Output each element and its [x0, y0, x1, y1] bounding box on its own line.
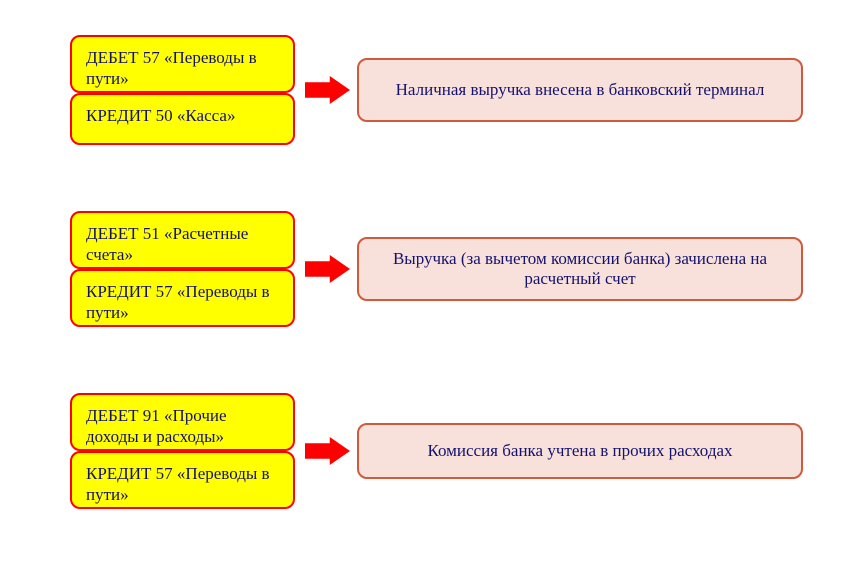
credit-box: КРЕДИТ 57 «Переводы в пути» [70, 451, 295, 509]
result-text: Выручка (за вычетом комиссии банка) зачи… [375, 249, 785, 289]
arrow-icon [305, 437, 350, 470]
credit-label: КРЕДИТ 50 «Касса» [86, 105, 235, 126]
debit-label: ДЕБЕТ 51 «Расчетные счета» [86, 223, 279, 266]
credit-label: КРЕДИТ 57 «Переводы в пути» [86, 463, 279, 506]
arrow-icon [305, 76, 350, 109]
debit-box: ДЕБЕТ 51 «Расчетные счета» [70, 211, 295, 269]
result-box: Наличная выручка внесена в банковский те… [357, 58, 803, 122]
arrow-icon [305, 255, 350, 288]
debit-label: ДЕБЕТ 91 «Прочие доходы и расходы» [86, 405, 279, 448]
result-text: Наличная выручка внесена в банковский те… [396, 80, 765, 100]
result-text: Комиссия банка учтена в прочих расходах [427, 441, 732, 461]
credit-box: КРЕДИТ 50 «Касса» [70, 93, 295, 145]
result-box: Выручка (за вычетом комиссии банка) зачи… [357, 237, 803, 301]
credit-box: КРЕДИТ 57 «Переводы в пути» [70, 269, 295, 327]
debit-box: ДЕБЕТ 57 «Переводы в пути» [70, 35, 295, 93]
credit-label: КРЕДИТ 57 «Переводы в пути» [86, 281, 279, 324]
debit-label: ДЕБЕТ 57 «Переводы в пути» [86, 47, 279, 90]
debit-box: ДЕБЕТ 91 «Прочие доходы и расходы» [70, 393, 295, 451]
result-box: Комиссия банка учтена в прочих расходах [357, 423, 803, 479]
